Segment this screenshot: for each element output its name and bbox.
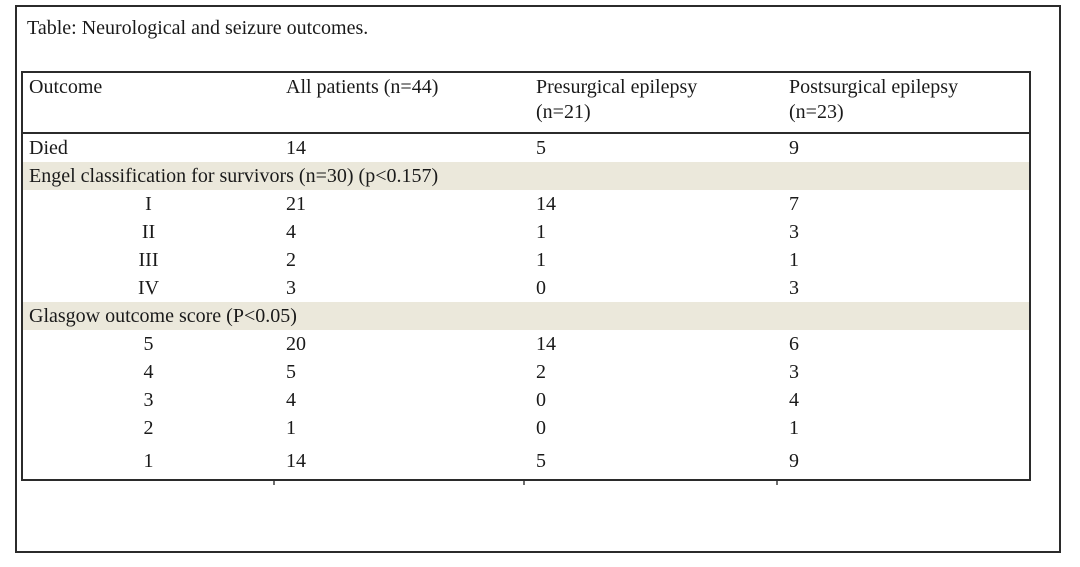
- header-line: (n=21): [536, 101, 591, 123]
- outcomes-table: Outcome All patients (n=44) Presurgical …: [21, 71, 1031, 481]
- header-outcome: Outcome: [22, 72, 274, 134]
- header-line: All patients (n=44): [286, 76, 439, 98]
- table-row-engel-2: II 4 1 3: [22, 218, 1030, 246]
- data-cell: 1: [286, 417, 296, 439]
- data-cell: 4: [286, 389, 296, 411]
- data-cell: 0: [536, 277, 546, 299]
- data-cell: 3: [789, 361, 799, 383]
- data-cell: 14: [536, 193, 556, 215]
- header-line: Presurgical epilepsy: [536, 76, 698, 98]
- table-row-gos-4: 4 5 2 3: [22, 358, 1030, 386]
- table-row-gos-1: 1 14 5 9: [22, 442, 1030, 480]
- section-row-glasgow: Glasgow outcome score (P<0.05): [22, 302, 1030, 330]
- data-cell: 14: [286, 137, 306, 159]
- column-boundary-tick: [273, 481, 275, 485]
- column-boundary-tick: [523, 481, 525, 485]
- data-cell: 6: [789, 333, 799, 355]
- data-cell: I: [145, 193, 152, 215]
- header-line: (n=23): [789, 101, 844, 123]
- data-cell: 1: [536, 249, 546, 271]
- data-cell: 4: [286, 221, 296, 243]
- outcomes-table-wrapper: Outcome All patients (n=44) Presurgical …: [21, 71, 1031, 481]
- data-cell: 14: [536, 333, 556, 355]
- data-cell: III: [138, 249, 159, 271]
- paper-table-frame: Table: Neurological and seizure outcomes…: [15, 5, 1061, 553]
- data-cell: 0: [536, 389, 546, 411]
- data-cell: 9: [789, 137, 799, 159]
- column-boundary-tick: [776, 481, 778, 485]
- data-cell: 2: [536, 361, 546, 383]
- data-cell: 7: [789, 193, 799, 215]
- data-cell: IV: [137, 277, 160, 299]
- data-cell: 9: [789, 449, 799, 472]
- data-cell: 14: [286, 449, 306, 472]
- header-presurgical: Presurgical epilepsy (n=21): [524, 72, 777, 134]
- data-cell: 20: [286, 333, 306, 355]
- header-postsurgical: Postsurgical epilepsy (n=23): [777, 72, 1030, 134]
- section-row-engel: Engel classification for survivors (n=30…: [22, 162, 1030, 190]
- data-cell: 1: [143, 449, 154, 472]
- data-cell: Died: [29, 137, 68, 159]
- data-cell: 5: [286, 361, 296, 383]
- data-cell: 3: [143, 389, 154, 411]
- header-all-patients: All patients (n=44): [274, 72, 524, 134]
- section-label: Glasgow outcome score (P<0.05): [22, 302, 1030, 330]
- data-cell: II: [141, 221, 156, 243]
- table-row-engel-4: IV 3 0 3: [22, 274, 1030, 302]
- header-row: Outcome All patients (n=44) Presurgical …: [22, 72, 1030, 134]
- data-cell: 2: [286, 249, 296, 271]
- data-cell: 5: [536, 137, 546, 159]
- data-cell: 4: [789, 389, 799, 411]
- data-cell: 3: [286, 277, 296, 299]
- data-cell: 1: [789, 417, 799, 439]
- data-cell: 5: [143, 333, 154, 355]
- data-cell: 1: [789, 249, 799, 271]
- data-cell: 0: [536, 417, 546, 439]
- table-row-died: Died 14 5 9: [22, 133, 1030, 162]
- table-row-gos-3: 3 4 0 4: [22, 386, 1030, 414]
- header-line: Outcome: [29, 76, 103, 98]
- data-cell: 5: [536, 449, 546, 472]
- data-cell: 2: [143, 417, 154, 439]
- data-cell: 3: [789, 221, 799, 243]
- table-row-engel-1: I 21 14 7: [22, 190, 1030, 218]
- data-cell: 21: [286, 193, 306, 215]
- data-cell: 1: [536, 221, 546, 243]
- data-cell: 3: [789, 277, 799, 299]
- data-cell: 4: [143, 361, 154, 383]
- table-caption: Table: Neurological and seizure outcomes…: [27, 17, 369, 39]
- table-row-gos-5: 5 20 14 6: [22, 330, 1030, 358]
- table-row-engel-3: III 2 1 1: [22, 246, 1030, 274]
- header-line: Postsurgical epilepsy: [789, 76, 959, 98]
- table-row-gos-2: 2 1 0 1: [22, 414, 1030, 442]
- section-label: Engel classification for survivors (n=30…: [22, 162, 1030, 190]
